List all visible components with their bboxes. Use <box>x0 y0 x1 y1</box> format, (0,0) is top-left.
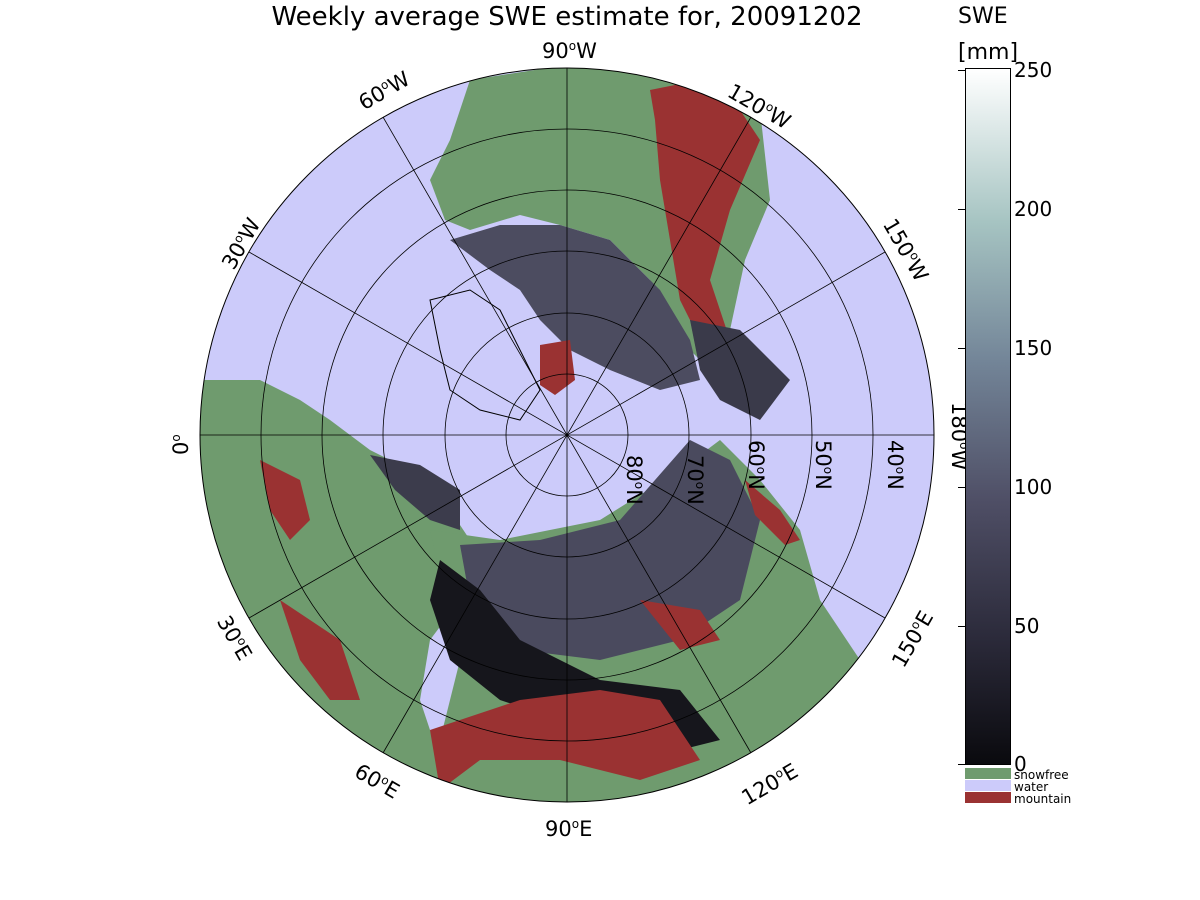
alaska-snow <box>690 320 790 420</box>
north-america-snow <box>450 225 700 390</box>
chart-title: Weekly average SWE estimate for, 2009120… <box>271 2 863 32</box>
swe-colorbar <box>965 68 1011 765</box>
lon-label-90w: 90oW <box>542 39 597 63</box>
colorbar-tick-100: 100 <box>1014 475 1053 499</box>
asia-mountains <box>430 600 720 790</box>
greenland-mountain <box>540 340 575 395</box>
colorbar-tick-150: 150 <box>1014 336 1053 360</box>
lat-label-40n: 40oN <box>883 440 907 490</box>
europe-mountains <box>260 460 360 700</box>
lat-label-50n: 50oN <box>811 440 835 490</box>
colorbar-tick-50: 50 <box>1014 614 1040 638</box>
legend-label-mountain: mountain <box>1014 792 1072 806</box>
greenland <box>429 289 541 421</box>
legend-swatch-water <box>965 780 1011 791</box>
lon-label-90e: 90oE <box>545 817 593 841</box>
colorbar-title: SWE <box>958 4 1008 29</box>
rockies-mountains <box>650 80 760 350</box>
colorbar-tick-250: 250 <box>1014 58 1053 82</box>
lat-label-80n: 80oN <box>622 455 646 505</box>
legend-label-water: water <box>1014 780 1049 794</box>
lon-label-0: 0o <box>169 434 193 455</box>
legend-swatch-mountain <box>965 792 1011 803</box>
map-boundary <box>199 67 935 803</box>
colorbar-tick-0: 0 <box>1014 752 1027 776</box>
graticule <box>200 68 934 802</box>
siberia-snow <box>460 440 760 660</box>
colorbar-unit: [mm] <box>958 40 1019 65</box>
lat-label-70n: 70oN <box>683 455 707 505</box>
colorbar-tick-200: 200 <box>1014 197 1053 221</box>
kamchatka-mountains <box>745 480 800 545</box>
legend-label-snowfree: snowfree <box>1014 768 1069 782</box>
scandinavia-snow <box>370 455 460 530</box>
lat-label-60n: 60oN <box>744 440 768 490</box>
legend-swatch-snowfree <box>965 768 1011 779</box>
